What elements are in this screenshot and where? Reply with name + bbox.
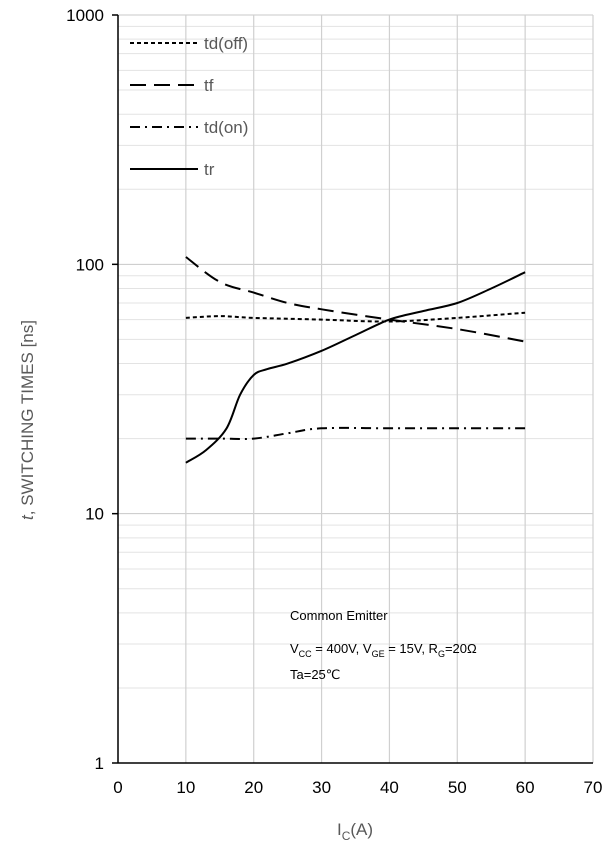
- test-conditions-annotation: Common Emitter VCC = 400V, VGE = 15V, RG…: [290, 608, 477, 682]
- x-axis-title: IC(A): [337, 820, 373, 843]
- tick-labels: 0 10 20 30 40 50 60 70 1 10 100 1000: [66, 6, 602, 797]
- legend-label-tf: tf: [204, 76, 214, 95]
- legend-label-td(off): td(off): [204, 34, 248, 53]
- series-line-tf: [185, 256, 526, 343]
- x-tick-label: 30: [312, 778, 331, 797]
- y-tick-label: 10: [85, 505, 104, 524]
- y-tick-label: 1: [95, 754, 104, 773]
- x-tick-label: 40: [380, 778, 399, 797]
- annotation-line-1: Common Emitter: [290, 608, 388, 623]
- x-tick-label: 60: [516, 778, 535, 797]
- legend-label-tr: tr: [204, 160, 215, 179]
- series-group: [185, 256, 526, 464]
- legend-label-td(on): td(on): [204, 118, 248, 137]
- legend: td(off) tf td(on) tr: [130, 34, 248, 179]
- y-tick-label: 1000: [66, 6, 104, 25]
- series-line-td(on): [185, 426, 526, 440]
- series-line-tr: [185, 271, 526, 464]
- x-tick-label: 0: [113, 778, 122, 797]
- x-tick-label: 70: [584, 778, 603, 797]
- x-tick-label: 20: [244, 778, 263, 797]
- annotation-line-3: Ta=25℃: [290, 667, 340, 682]
- annotation-line-2: VCC = 400V, VGE = 15V, RG=20Ω: [290, 641, 477, 659]
- series-line-td(off): [185, 311, 526, 323]
- y-axis-title: t, SWITCHING TIMES [ns]: [18, 320, 37, 520]
- plot-axes: [112, 14, 593, 764]
- x-tick-label: 50: [448, 778, 467, 797]
- y-tick-label: 100: [76, 255, 104, 274]
- x-tick-label: 10: [176, 778, 195, 797]
